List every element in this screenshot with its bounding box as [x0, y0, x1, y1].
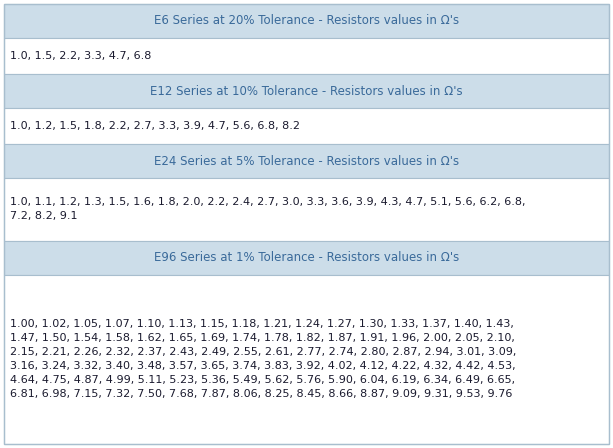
Text: 1.00, 1.02, 1.05, 1.07, 1.10, 1.13, 1.15, 1.18, 1.21, 1.24, 1.27, 1.30, 1.33, 1.: 1.00, 1.02, 1.05, 1.07, 1.10, 1.13, 1.15…	[10, 319, 516, 399]
Bar	[4, 108, 609, 144]
Text: E12 Series at 10% Tolerance - Resistors values in Ω's: E12 Series at 10% Tolerance - Resistors …	[150, 85, 463, 98]
Bar	[4, 275, 609, 444]
Bar	[4, 241, 609, 275]
Bar	[4, 178, 609, 241]
Text: 1.0, 1.1, 1.2, 1.3, 1.5, 1.6, 1.8, 2.0, 2.2, 2.4, 2.7, 3.0, 3.3, 3.6, 3.9, 4.3, : 1.0, 1.1, 1.2, 1.3, 1.5, 1.6, 1.8, 2.0, …	[10, 198, 525, 221]
Text: 1.0, 1.5, 2.2, 3.3, 4.7, 6.8: 1.0, 1.5, 2.2, 3.3, 4.7, 6.8	[10, 51, 151, 61]
Bar	[4, 144, 609, 178]
Text: E24 Series at 5% Tolerance - Resistors values in Ω's: E24 Series at 5% Tolerance - Resistors v…	[154, 155, 459, 168]
Bar	[4, 74, 609, 108]
Text: 1.0, 1.2, 1.5, 1.8, 2.2, 2.7, 3.3, 3.9, 4.7, 5.6, 6.8, 8.2: 1.0, 1.2, 1.5, 1.8, 2.2, 2.7, 3.3, 3.9, …	[10, 121, 300, 131]
Bar	[4, 4, 609, 38]
Bar	[4, 38, 609, 74]
Text: E96 Series at 1% Tolerance - Resistors values in Ω's: E96 Series at 1% Tolerance - Resistors v…	[154, 251, 459, 264]
Text: E6 Series at 20% Tolerance - Resistors values in Ω's: E6 Series at 20% Tolerance - Resistors v…	[154, 14, 459, 27]
